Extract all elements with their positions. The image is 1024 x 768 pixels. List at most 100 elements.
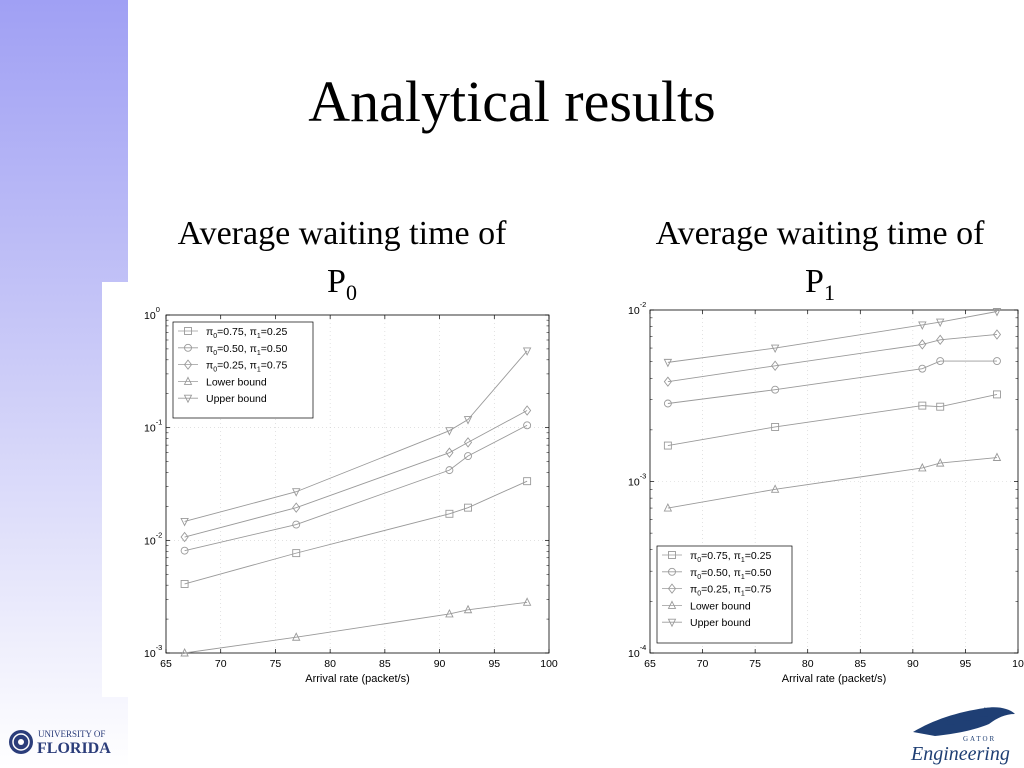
data-series	[663, 329, 1002, 387]
x-tick-label: 95	[960, 658, 972, 670]
series-line	[184, 424, 528, 552]
y-tick-base: 10	[628, 477, 640, 489]
series-line	[667, 360, 997, 404]
legend-subscript: 0	[697, 557, 701, 564]
x-tick-label: 90	[434, 658, 446, 670]
chart-p0-waiting-time: 65 70 75 80 85 90 95 10010010-110-210-3Arrival …	[144, 305, 558, 685]
data-point	[445, 466, 454, 475]
y-tick-label: 10-2	[144, 530, 162, 547]
y-tick-exponent: 0	[156, 305, 160, 314]
legend-entry: Upper bound	[206, 393, 267, 405]
legend-marker	[667, 618, 677, 628]
legend-value: =0.50,	[217, 343, 249, 355]
eng-logo-tag: GATOR	[963, 735, 996, 743]
uf-logo-line2: FLORIDA	[37, 740, 111, 757]
data-point	[522, 597, 532, 606]
legend-subscript: 0	[213, 333, 217, 340]
data-point	[180, 518, 189, 527]
data-point	[918, 321, 927, 330]
legend-pi-symbol: π	[734, 584, 741, 596]
legend-marker	[667, 583, 677, 594]
legend-entry: π0=0.50, π1=0.50	[206, 343, 287, 357]
y-tick-base: 10	[144, 648, 156, 660]
x-tick-label: 75	[270, 658, 282, 670]
university-of-florida-logo: UNIVERSITY OF FLORIDA	[9, 729, 111, 757]
data-series	[180, 421, 532, 555]
series-line	[184, 410, 528, 538]
data-point	[993, 357, 1001, 365]
legend-marker	[667, 600, 677, 609]
panel-heading-subscript: 1	[823, 279, 835, 305]
data-point	[523, 421, 532, 430]
legend-subscript: 1	[741, 557, 745, 564]
y-tick-label: 10-3	[628, 472, 646, 489]
y-tick-base: 10	[628, 648, 640, 660]
data-point	[663, 358, 673, 368]
legend-pi-symbol: π	[690, 550, 697, 562]
data-point	[663, 399, 672, 408]
panel-heading-text: Average waiting time of	[177, 215, 507, 252]
panel-heading-subscript: 0	[345, 279, 357, 305]
data-series	[663, 452, 1002, 512]
data-point	[292, 549, 301, 558]
data-point	[770, 344, 780, 354]
data-series	[663, 308, 1002, 368]
series-line	[184, 480, 528, 585]
legend-entry: π0=0.50, π1=0.50	[690, 567, 771, 581]
legend-pi-symbol: π	[734, 567, 741, 579]
eng-logo-word: Engineering	[910, 743, 1010, 765]
data-series	[180, 477, 532, 588]
data-point	[918, 364, 927, 373]
y-tick-label: 100	[144, 305, 160, 322]
legend-value: =0.25,	[701, 584, 733, 596]
data-point	[445, 608, 454, 618]
legend-value: =0.75,	[217, 326, 249, 338]
data-point	[180, 546, 189, 555]
data-point	[771, 360, 780, 371]
legend-subscript: 1	[741, 591, 745, 598]
legend-marker	[184, 327, 192, 335]
data-point	[918, 462, 927, 472]
data-point	[445, 447, 454, 458]
series-line	[667, 334, 998, 383]
legend-value: =0.50,	[701, 567, 733, 579]
legend-pi-symbol: π	[250, 360, 257, 372]
x-tick-label: 65	[160, 658, 172, 670]
data-point	[523, 477, 532, 486]
legend-marker	[668, 551, 676, 559]
x-tick-label: 10	[1012, 658, 1024, 670]
data-point	[771, 423, 780, 431]
gator-engineering-logo: GATOR Engineering	[910, 707, 1015, 765]
legend-entry: π0=0.25, π1=0.75	[690, 584, 771, 598]
legend-value: =0.75,	[701, 550, 733, 562]
data-point	[918, 339, 927, 350]
y-tick-exponent: -1	[156, 418, 163, 427]
legend-pi-symbol: π	[250, 326, 257, 338]
x-tick-label: 85	[379, 658, 391, 670]
x-tick-label: 80	[324, 658, 336, 670]
panel-heading-text: Average waiting time of	[655, 215, 985, 252]
data-point	[992, 329, 1002, 340]
data-point	[445, 427, 454, 436]
x-tick-label: 75	[749, 658, 761, 670]
x-axis-label: Arrival rate (packet/s)	[782, 673, 887, 685]
data-series	[180, 597, 532, 657]
legend-entry: π0=0.75, π1=0.25	[206, 326, 287, 340]
legend-marker	[183, 376, 193, 385]
y-tick-label: 10-4	[628, 643, 646, 660]
y-tick-exponent: -3	[640, 472, 647, 481]
series-line	[184, 601, 528, 654]
data-point	[935, 318, 945, 328]
data-point	[464, 452, 472, 460]
y-tick-label: 10-3	[144, 643, 162, 660]
legend-pi-symbol: π	[690, 584, 697, 596]
series-line	[667, 311, 998, 363]
legend-entry: Lower bound	[206, 376, 267, 388]
legend-value: =0.50	[261, 343, 288, 355]
legend-value: =0.25	[745, 550, 772, 562]
legend-entry: π0=0.75, π1=0.25	[690, 550, 771, 564]
data-point	[291, 632, 301, 641]
legend-value: =0.50	[745, 567, 772, 579]
data-point	[663, 376, 672, 387]
